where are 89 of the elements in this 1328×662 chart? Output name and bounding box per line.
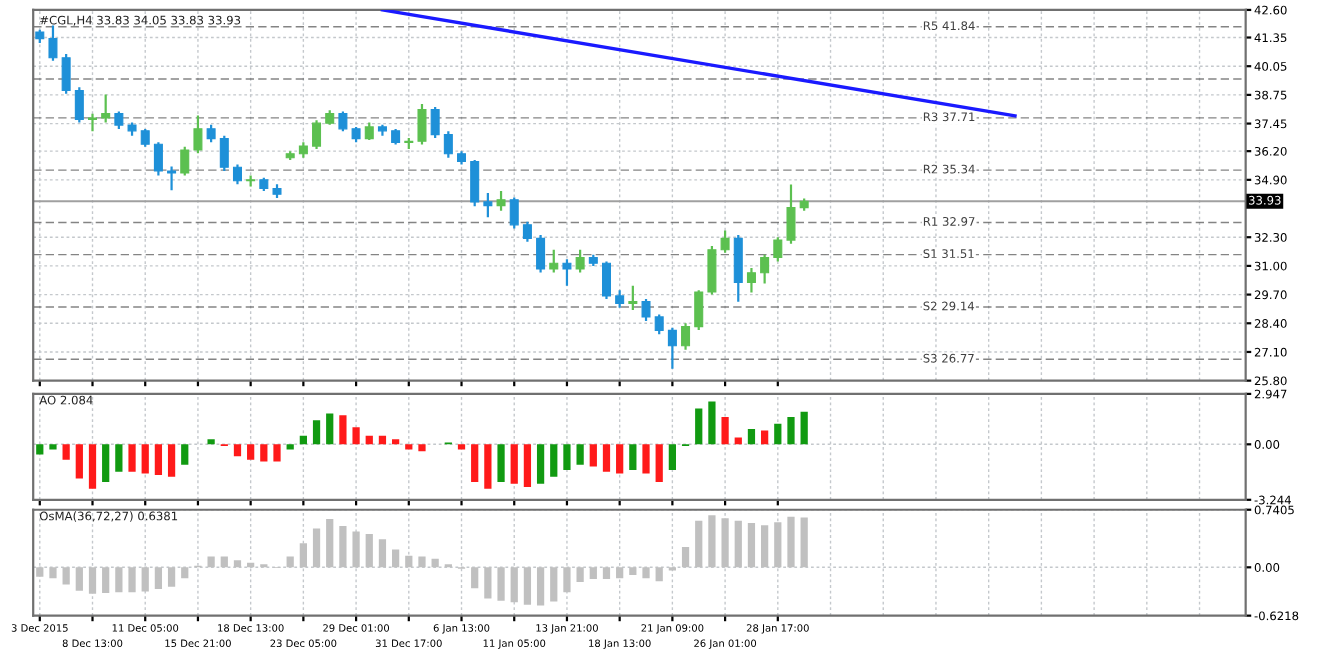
bar [457, 444, 466, 450]
bar [774, 423, 782, 445]
bar [642, 444, 650, 474]
bar [629, 444, 637, 470]
bar [299, 435, 307, 445]
candlestick [74, 86, 84, 124]
bar [563, 444, 571, 470]
bar [75, 444, 83, 479]
bar [207, 439, 215, 445]
bar [523, 444, 532, 488]
candlestick [153, 141, 163, 177]
bar [233, 444, 242, 457]
candlestick [496, 189, 506, 212]
candlestick [760, 253, 770, 285]
bar [102, 444, 110, 482]
candlestick [180, 145, 190, 177]
candlestick [522, 220, 532, 243]
bar [312, 420, 321, 445]
candlestick [61, 52, 71, 95]
bar [49, 444, 57, 450]
candlestick [219, 134, 229, 173]
candlestick [654, 313, 664, 336]
bar [154, 444, 163, 476]
candlestick [87, 112, 98, 133]
bar [721, 416, 729, 445]
bar [286, 444, 294, 450]
candlestick [733, 233, 743, 303]
candlestick [48, 24, 58, 62]
bar [392, 439, 400, 445]
candlestick [443, 130, 453, 159]
bar [326, 413, 334, 445]
bar [695, 408, 703, 445]
candlestick [101, 93, 111, 124]
bar [708, 401, 716, 445]
bar [761, 430, 769, 445]
bar [800, 411, 808, 445]
bar [181, 444, 189, 465]
candlestick [681, 322, 691, 351]
candlestick [641, 297, 651, 323]
candlestick [601, 260, 611, 301]
candlestick [430, 105, 440, 140]
bar [602, 444, 611, 472]
bar [550, 444, 558, 477]
candlestick [167, 165, 177, 192]
candlestick [786, 183, 796, 245]
candlestick [312, 119, 322, 151]
bar [260, 444, 268, 462]
candlestick [483, 191, 493, 219]
bar [339, 415, 347, 445]
bar [536, 444, 545, 484]
bar [405, 444, 413, 450]
bar [167, 444, 176, 477]
bar [273, 444, 281, 462]
candlestick [746, 267, 756, 294]
candlestick [575, 248, 585, 274]
bar [655, 444, 663, 482]
bar [88, 444, 97, 489]
bar [247, 444, 255, 460]
candlestick [232, 163, 242, 186]
bar [734, 437, 742, 445]
bar [378, 435, 387, 445]
bar [747, 428, 756, 445]
bar [484, 444, 492, 489]
bar [616, 444, 624, 474]
bar [471, 444, 479, 482]
bar [510, 444, 518, 484]
candlestick [470, 158, 480, 208]
bar [128, 444, 136, 472]
bar [365, 435, 373, 445]
bar [497, 444, 505, 482]
bar [115, 444, 123, 472]
bar [352, 427, 360, 445]
candlestick [536, 233, 546, 274]
bar [62, 444, 70, 460]
candlestick [193, 114, 203, 155]
candlestick [549, 248, 559, 274]
candlestick [562, 258, 572, 287]
bar [36, 444, 44, 455]
bar [668, 444, 676, 470]
bar [576, 444, 584, 465]
candlestick [417, 102, 427, 146]
bar [787, 416, 795, 445]
candlestick [509, 196, 519, 230]
candlestick [773, 236, 783, 263]
candlestick [694, 289, 704, 332]
bar [141, 444, 149, 474]
candlestick [628, 284, 638, 312]
bar [589, 444, 597, 467]
bar [418, 444, 426, 452]
